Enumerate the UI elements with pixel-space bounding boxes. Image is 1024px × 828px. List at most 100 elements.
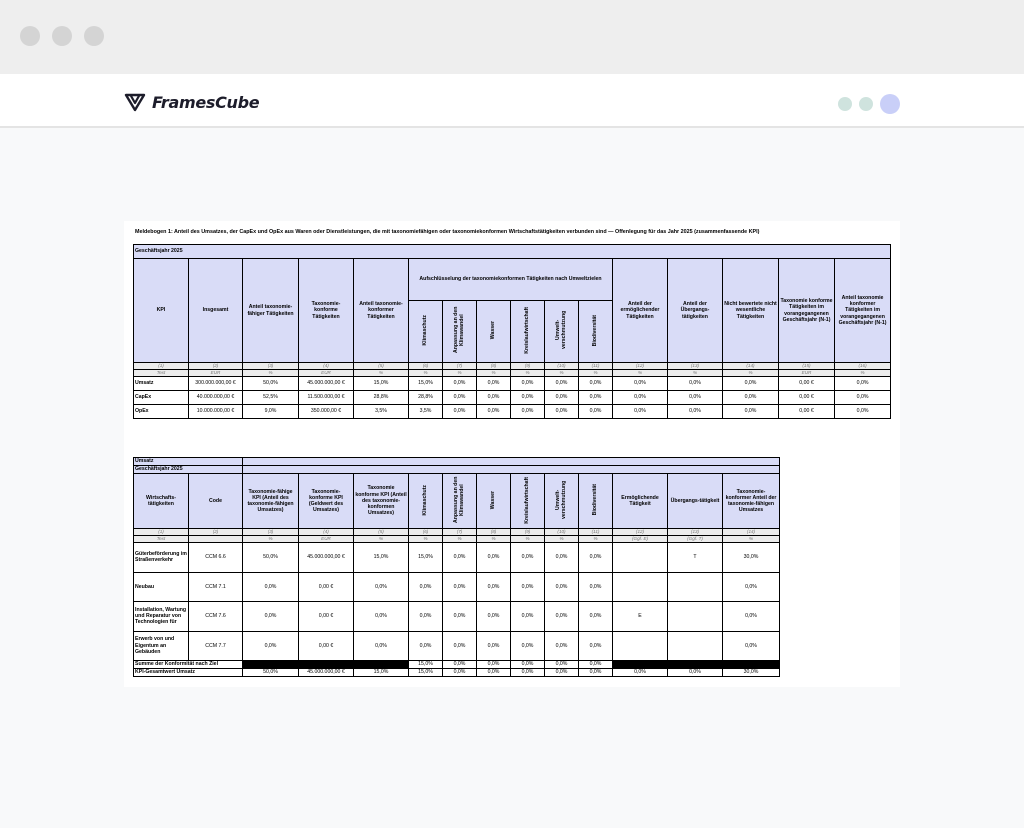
- total-row: KPI-Gesamtwert Umsatz 50,0% 45.000.000,00 …: [132, 668, 781, 677]
- table-cell: 0,0%: [510, 630, 546, 661]
- table-cell: 0,0%: [242, 571, 300, 602]
- activity-name: Installation, Wartung und Reparatur von …: [133, 601, 189, 632]
- table-cell: 0,0%: [667, 404, 723, 419]
- table-cell: 15,0%: [408, 376, 443, 391]
- table-cell: 0,0%: [442, 630, 478, 661]
- table-cell: 0,0%: [612, 668, 669, 677]
- table-cell: 0,0%: [722, 390, 779, 405]
- column-number: (16): [833, 362, 892, 370]
- table-cell: 300.000.000,00 €: [188, 376, 243, 391]
- table1-body: Umsatz 300.000.000,00 €50,0% 45.000.000,00…: [133, 376, 892, 419]
- row-label: CapEx: [133, 390, 189, 405]
- browser-chrome: [0, 0, 1024, 74]
- total-row-label: KPI-Gesamtwert Umsatz: [132, 668, 244, 677]
- column-unit: %: [353, 535, 410, 543]
- table-row: Erwerb von und Eigentum an Gebäuden CCM 7…: [133, 630, 781, 661]
- column-number: (8): [476, 528, 512, 536]
- table-cell: E: [612, 601, 669, 632]
- column-unit: %: [667, 369, 723, 377]
- table-cell: 30,0%: [722, 668, 781, 677]
- column-number: (4): [298, 362, 354, 370]
- table-cell: 0,0%: [510, 660, 546, 669]
- document-page: Meldebogen 1: Anteil des Umsatzes, der C…: [124, 221, 900, 687]
- window-close-dot[interactable]: [20, 26, 40, 46]
- t2-header-objective: Kreislaufwirtschaft: [510, 473, 546, 529]
- column-unit: %: [544, 369, 579, 377]
- table-cell: 0,0%: [442, 404, 477, 419]
- slide-indicator-1[interactable]: [838, 97, 852, 111]
- t2-header-objective: Biodiversität: [578, 473, 614, 529]
- table-cell: 0,0%: [544, 660, 580, 669]
- table-cell: 0,0%: [510, 601, 546, 632]
- table-cell: 0,00 €: [778, 376, 835, 391]
- table-cell: 0,0%: [722, 571, 781, 602]
- table-cell: 0,0%: [476, 660, 512, 669]
- table-cell: 0,0%: [722, 601, 781, 632]
- blank-filled-cell: [242, 660, 410, 669]
- table-cell: CCM 7.6: [187, 601, 244, 632]
- column-number: (13): [667, 362, 723, 370]
- table-cell: 0,0%: [833, 404, 892, 419]
- table-cell: 0,0%: [612, 390, 668, 405]
- document-title: Meldebogen 1: Anteil des Umsatzes, der C…: [135, 229, 760, 235]
- brand-logo[interactable]: FramesCube: [124, 91, 260, 113]
- table-cell: [667, 630, 724, 661]
- column-unit: %: [442, 535, 478, 543]
- table-cell: 0,0%: [544, 542, 580, 573]
- col-header-enabling: Anteil der ermöglichender Tätigkeiten: [612, 258, 668, 363]
- col-header-objective: Umwelt-verschmutzung: [544, 300, 579, 363]
- column-number: (5): [353, 528, 410, 536]
- table-cell: 0,0%: [442, 376, 477, 391]
- t2-header-aligned-share-eligible: Taxonomie-konformer Anteil der taxonomie…: [722, 473, 781, 529]
- table-cell: 0,0%: [667, 390, 723, 405]
- column-number: (7): [442, 362, 477, 370]
- t2-header-aligned-share: Taxonomie konforme KPI (Anteil des taxon…: [353, 473, 410, 529]
- column-number: (11): [578, 528, 614, 536]
- column-unit: (Ggf. E): [612, 535, 669, 543]
- column-number: (14): [722, 362, 779, 370]
- table-cell: 0,0%: [544, 376, 579, 391]
- table-cell: 50,0%: [242, 668, 300, 677]
- window-maximize-dot[interactable]: [84, 26, 104, 46]
- table-row: Güterbeförderung im Straßenverkehr CCM 6.…: [133, 542, 781, 573]
- table-cell: 0,0%: [510, 376, 545, 391]
- table-cell: 0,0%: [722, 404, 779, 419]
- activity-name: Erwerb von und Eigentum an Gebäuden: [133, 630, 189, 661]
- t2-header-transitional: Übergangs-tätigkeit: [667, 473, 724, 529]
- table-cell: 0,0%: [667, 668, 724, 677]
- column-number: (3): [242, 528, 300, 536]
- table-cell: 0,0%: [442, 390, 477, 405]
- column-unit: %: [353, 369, 409, 377]
- column-unit: EUR: [188, 369, 243, 377]
- table-row: Umsatz 300.000.000,00 €50,0% 45.000.000,00…: [133, 376, 892, 391]
- column-number: (10): [544, 362, 579, 370]
- table-cell: 30,0%: [722, 542, 781, 573]
- table-cell: 0,0%: [544, 630, 580, 661]
- slide-indicator-2[interactable]: [859, 97, 873, 111]
- table-cell: 0,0%: [722, 630, 781, 661]
- summary-kpi-table: Geschäftsjahr 2025 KPI Insgesamt Anteil …: [132, 244, 892, 419]
- table-cell: 0,0%: [833, 390, 892, 405]
- slide-indicator-3-active[interactable]: [880, 94, 900, 114]
- table-cell: 0,0%: [578, 404, 613, 419]
- table-cell: 0,0%: [578, 542, 614, 573]
- column-unit: %: [544, 535, 580, 543]
- table-cell: 11.500.000,00 €: [298, 390, 354, 405]
- blank-filled-cell: [612, 660, 781, 669]
- table-cell: 0,0%: [510, 542, 546, 573]
- table-cell: 52,5%: [242, 390, 299, 405]
- col-header-breakdown: Aufschlüsselung der taxonomiekonformen T…: [408, 258, 613, 301]
- table-cell: 3,5%: [408, 404, 443, 419]
- table-cell: 0,0%: [476, 668, 512, 677]
- col-header-eligible-share: Anteil taxonomie-fähiger Tätigkeiten: [242, 258, 299, 363]
- col-header-objective: Klimaschutz: [408, 300, 443, 363]
- column-unit: EUR: [298, 535, 355, 543]
- column-unit: %: [408, 535, 444, 543]
- table-cell: 0,0%: [242, 601, 300, 632]
- column-number: (3): [242, 362, 299, 370]
- table2-body: Güterbeförderung im Straßenverkehr CCM 6.…: [132, 542, 781, 677]
- column-unit: EUR: [298, 369, 354, 377]
- column-number: (13): [667, 528, 724, 536]
- table-cell: 0,0%: [442, 542, 478, 573]
- window-minimize-dot[interactable]: [52, 26, 72, 46]
